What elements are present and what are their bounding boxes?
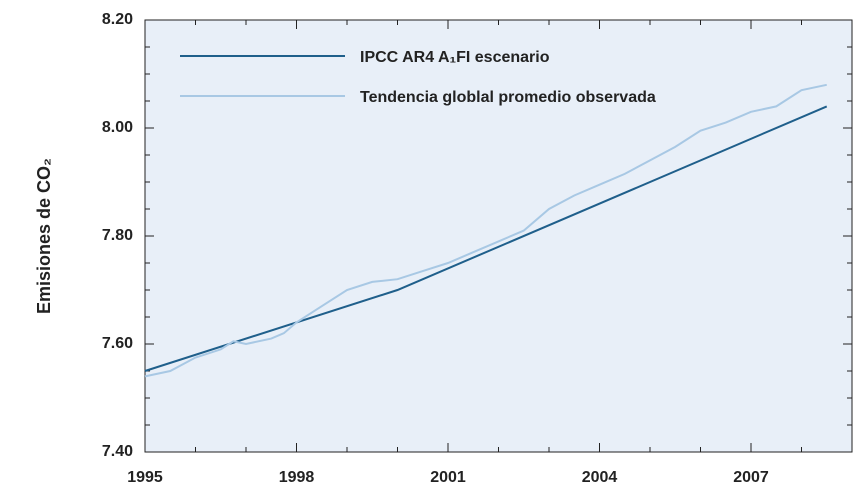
- legend-label: IPCC AR4 A₁FI escenario: [360, 49, 550, 66]
- plot-area: [144, 19, 853, 453]
- x-tick-label: 2004: [582, 469, 618, 486]
- y-tick-label: 7.80: [102, 227, 133, 244]
- x-tick-label: 2001: [430, 469, 466, 486]
- legend-label: Tendencia globlal promedio observada: [360, 89, 656, 106]
- series-line: [144, 83, 827, 378]
- x-tick-label: 1998: [279, 469, 315, 486]
- y-tick-label: 7.60: [102, 335, 133, 352]
- y-tick-label: 8.20: [102, 11, 133, 28]
- y-tick-label: 8.00: [102, 119, 133, 136]
- x-tick-label: 2007: [733, 469, 769, 486]
- y-axis-label: Emisiones de CO₂: [34, 158, 54, 314]
- x-tick-label: 1995: [127, 469, 163, 486]
- y-tick-label: 7.40: [102, 443, 133, 460]
